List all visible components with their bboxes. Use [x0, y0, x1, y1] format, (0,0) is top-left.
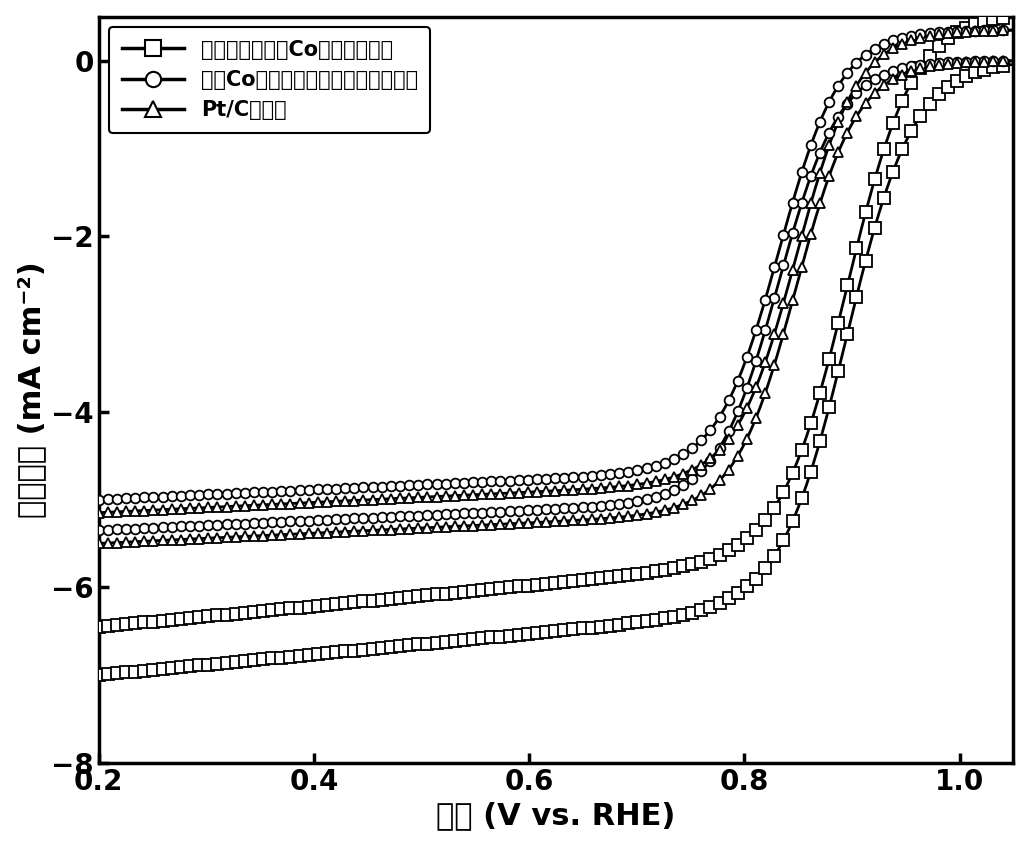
Legend: 原子级分散金属Co氧还原催化剑, 金属Co纳米颗粒负载碳氧还原催化剑, Pt/C催化剑: 原子级分散金属Co氧还原催化剑, 金属Co纳米颗粒负载碳氧还原催化剑, Pt/C… [109, 27, 431, 133]
X-axis label: 电位 (V vs. RHE): 电位 (V vs. RHE) [437, 801, 676, 830]
Y-axis label: 电流密度 (mA cm⁻²): 电流密度 (mA cm⁻²) [16, 262, 45, 518]
